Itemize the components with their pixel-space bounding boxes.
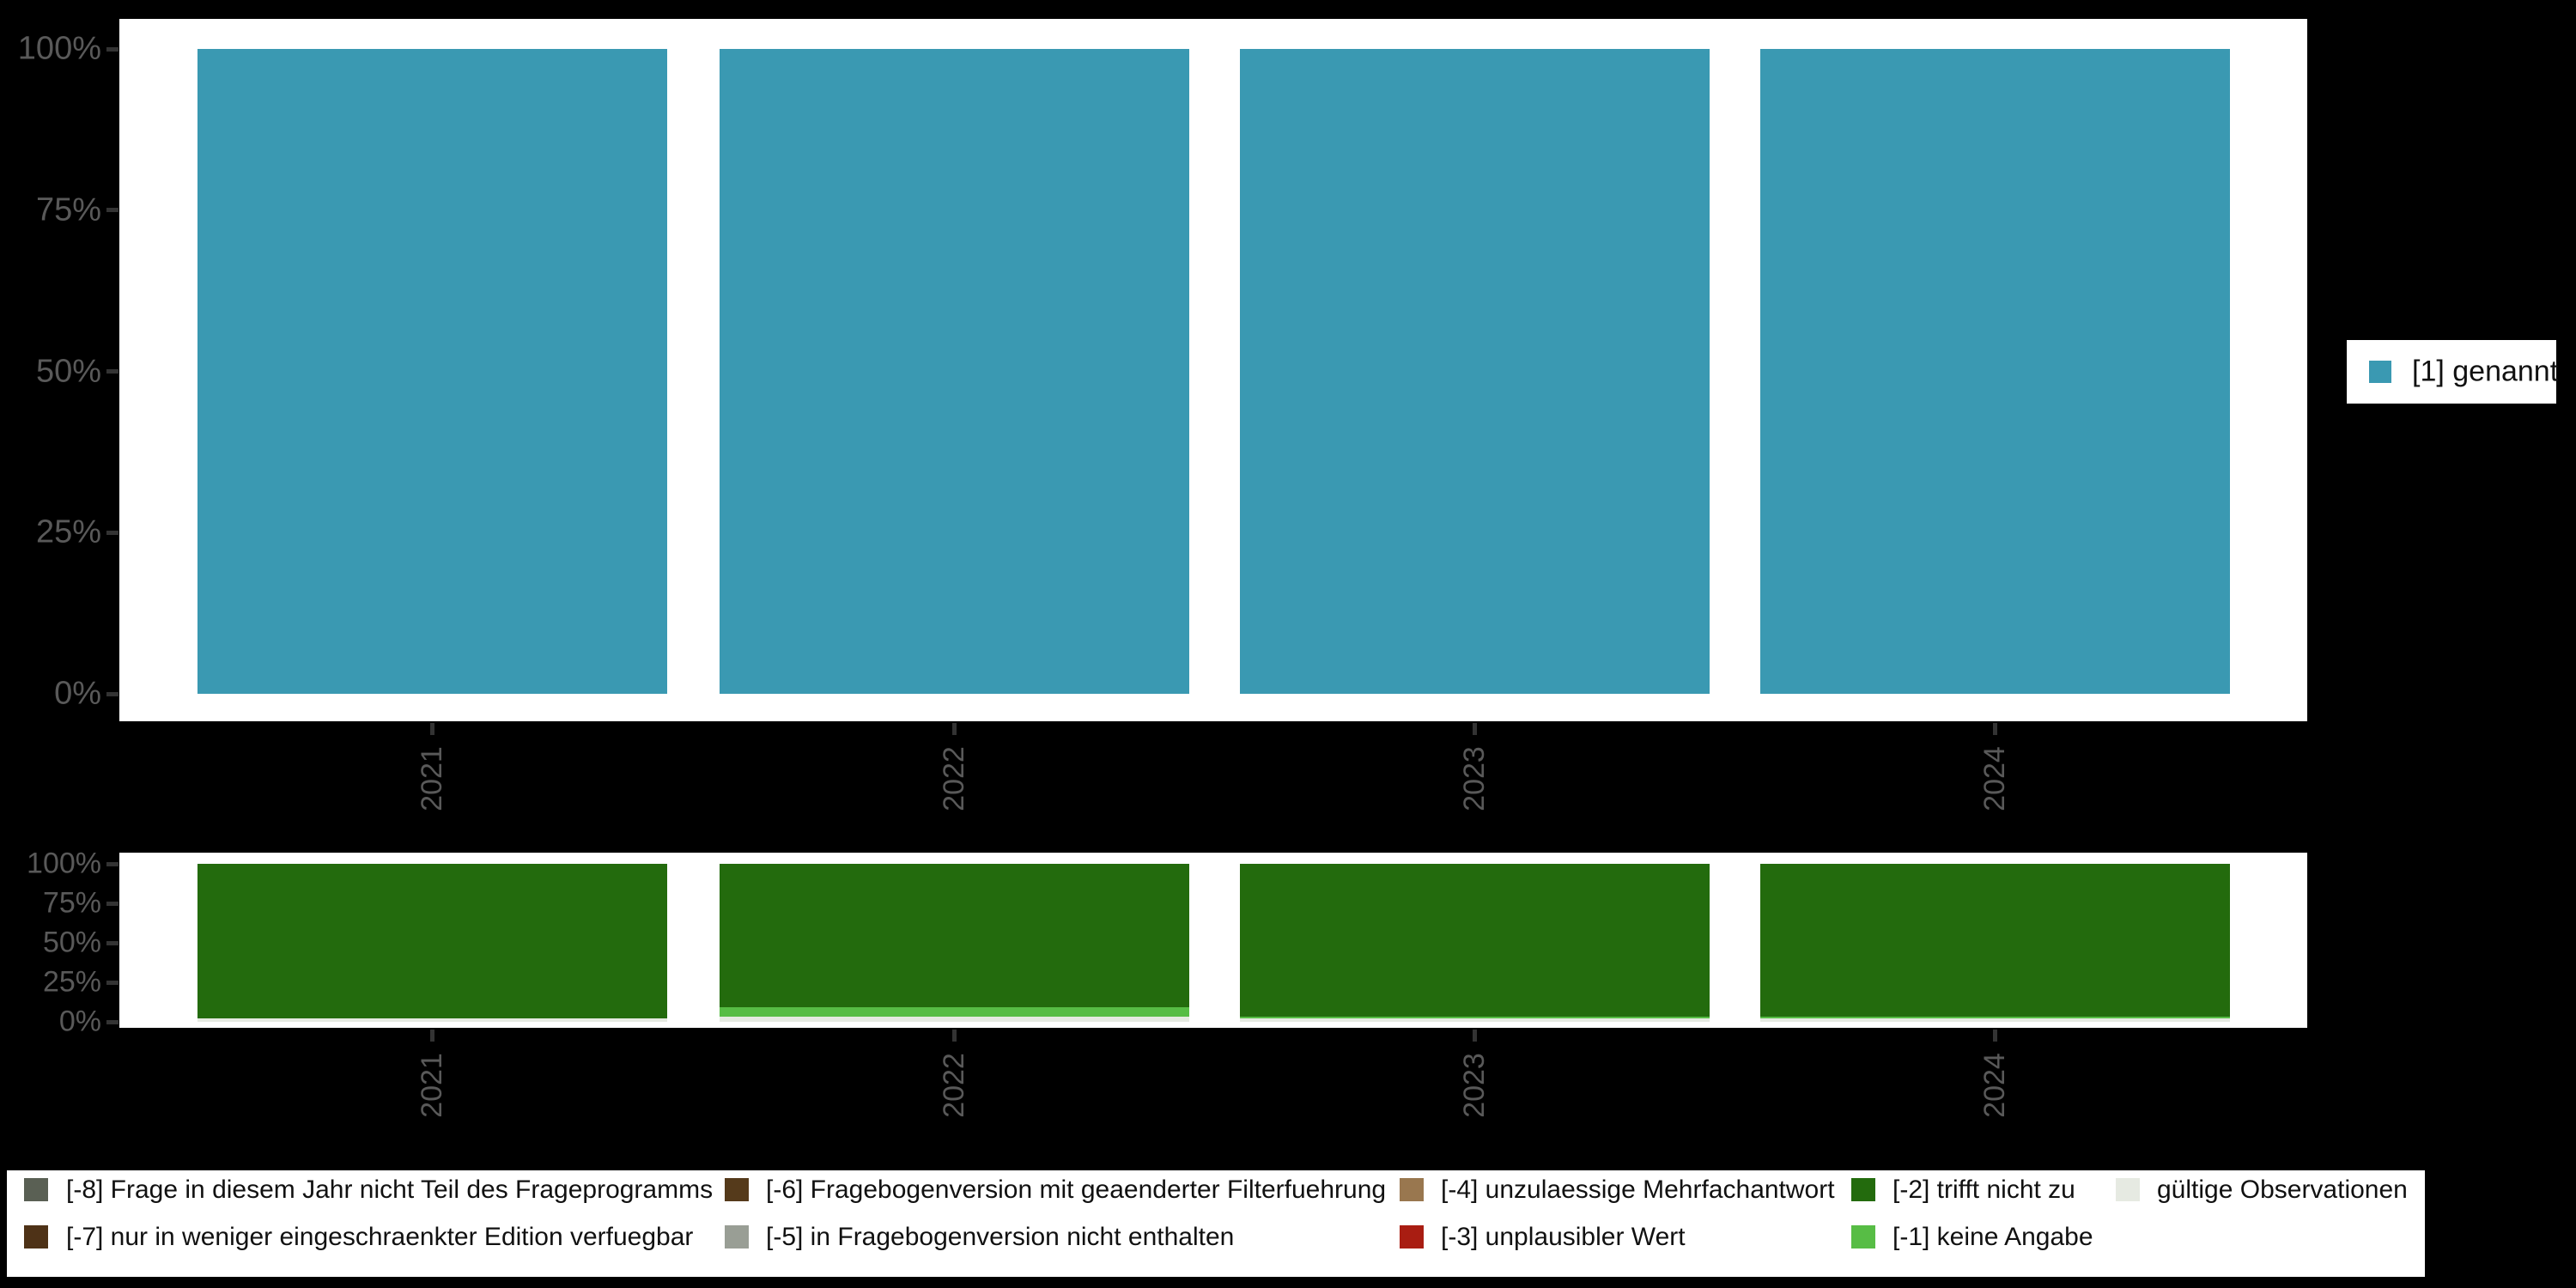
y-tick-mark — [106, 46, 118, 52]
legend-swatch — [24, 1225, 48, 1249]
legend-label-genannt: [1] genannt — [2412, 355, 2559, 388]
y-tick-label: 75% — [42, 886, 101, 920]
bar-segment-2024 — [1759, 864, 2230, 1017]
y-tick-mark — [106, 369, 118, 374]
bar-segment-2023 — [1239, 1016, 1710, 1019]
legend-label: [-2] trifft nicht zu — [1893, 1176, 2075, 1204]
x-tick-label: 2022 — [938, 746, 970, 811]
legend-swatch — [1851, 1225, 1875, 1249]
legend-swatch — [725, 1178, 749, 1201]
bar-segment-2021 — [197, 864, 667, 1019]
legend-swatch — [1400, 1178, 1424, 1201]
y-tick-mark — [106, 530, 118, 535]
x-tick-label: 2021 — [416, 1053, 448, 1118]
x-tick-label: 2023 — [1458, 1053, 1491, 1118]
legend-swatch — [1400, 1225, 1424, 1249]
y-tick-label: 75% — [35, 191, 101, 228]
bar-segment-2021 — [197, 1018, 667, 1022]
x-tick-label: 2024 — [1978, 1053, 2011, 1118]
y-tick-mark — [106, 1019, 118, 1024]
y-tick-label: 100% — [27, 847, 101, 880]
bar-segment-2022 — [719, 49, 1189, 694]
legend-swatch — [24, 1178, 48, 1201]
legend-label: gültige Observationen — [2157, 1176, 2408, 1204]
y-tick-mark — [106, 940, 118, 945]
x-tick-mark — [1472, 1030, 1477, 1042]
y-tick-mark — [106, 980, 118, 985]
legend-label: [-6] Fragebogenversion mit geaenderter F… — [766, 1176, 1387, 1204]
bar-segment-2023 — [1239, 49, 1710, 694]
x-tick-mark — [951, 723, 957, 735]
bar-segment-2022 — [719, 864, 1189, 1008]
bottom-legend: [-8] Frage in diesem Jahr nicht Teil des… — [7, 1170, 2425, 1277]
x-tick-label: 2021 — [416, 746, 448, 811]
y-tick-label: 25% — [42, 965, 101, 999]
legend-label: [-3] unplausibler Wert — [1441, 1223, 1686, 1251]
y-tick-label: 0% — [58, 1005, 101, 1038]
legend-swatch — [725, 1225, 749, 1249]
bar-segment-2023 — [1239, 864, 1710, 1017]
top-chart-panel — [119, 19, 2307, 721]
y-tick-mark — [106, 691, 118, 696]
bar-segment-2021 — [197, 49, 667, 694]
legend-swatch — [2116, 1178, 2140, 1201]
legend-label: [-1] keine Angabe — [1893, 1223, 2093, 1251]
y-tick-label: 50% — [35, 353, 101, 389]
bar-segment-2024 — [1759, 49, 2230, 694]
x-tick-mark — [1992, 723, 1997, 735]
bar-segment-2023 — [1239, 1018, 1710, 1022]
legend-swatch — [1851, 1178, 1875, 1201]
bar-segment-2024 — [1759, 1016, 2230, 1019]
bar-segment-2022 — [719, 1007, 1189, 1018]
x-tick-label: 2024 — [1978, 746, 2011, 811]
bar-segment-2022 — [719, 1017, 1189, 1022]
x-tick-mark — [429, 1030, 434, 1042]
y-tick-label: 100% — [17, 30, 101, 67]
y-tick-label: 25% — [35, 513, 101, 550]
x-tick-mark — [951, 1030, 957, 1042]
y-tick-label: 0% — [54, 675, 101, 712]
x-tick-label: 2023 — [1458, 746, 1491, 811]
y-tick-mark — [106, 901, 118, 906]
x-tick-mark — [1992, 1030, 1997, 1042]
bar-segment-2024 — [1759, 1018, 2230, 1022]
x-tick-mark — [429, 723, 434, 735]
legend-swatch-genannt — [2369, 361, 2391, 383]
legend-label: [-8] Frage in diesem Jahr nicht Teil des… — [66, 1176, 714, 1204]
bottom-chart-panel — [119, 853, 2307, 1028]
y-tick-mark — [106, 861, 118, 866]
y-tick-mark — [106, 208, 118, 213]
legend-label: [-4] unzulaessige Mehrfachantwort — [1441, 1176, 1835, 1204]
legend-label: [-5] in Fragebogenversion nicht enthalte… — [766, 1223, 1235, 1251]
y-tick-label: 50% — [42, 926, 101, 959]
x-tick-label: 2022 — [938, 1053, 970, 1118]
x-tick-mark — [1472, 723, 1477, 735]
top-legend: [1] genannt — [2347, 340, 2559, 404]
legend-label: [-7] nur in weniger eingeschraenkter Edi… — [66, 1223, 694, 1251]
